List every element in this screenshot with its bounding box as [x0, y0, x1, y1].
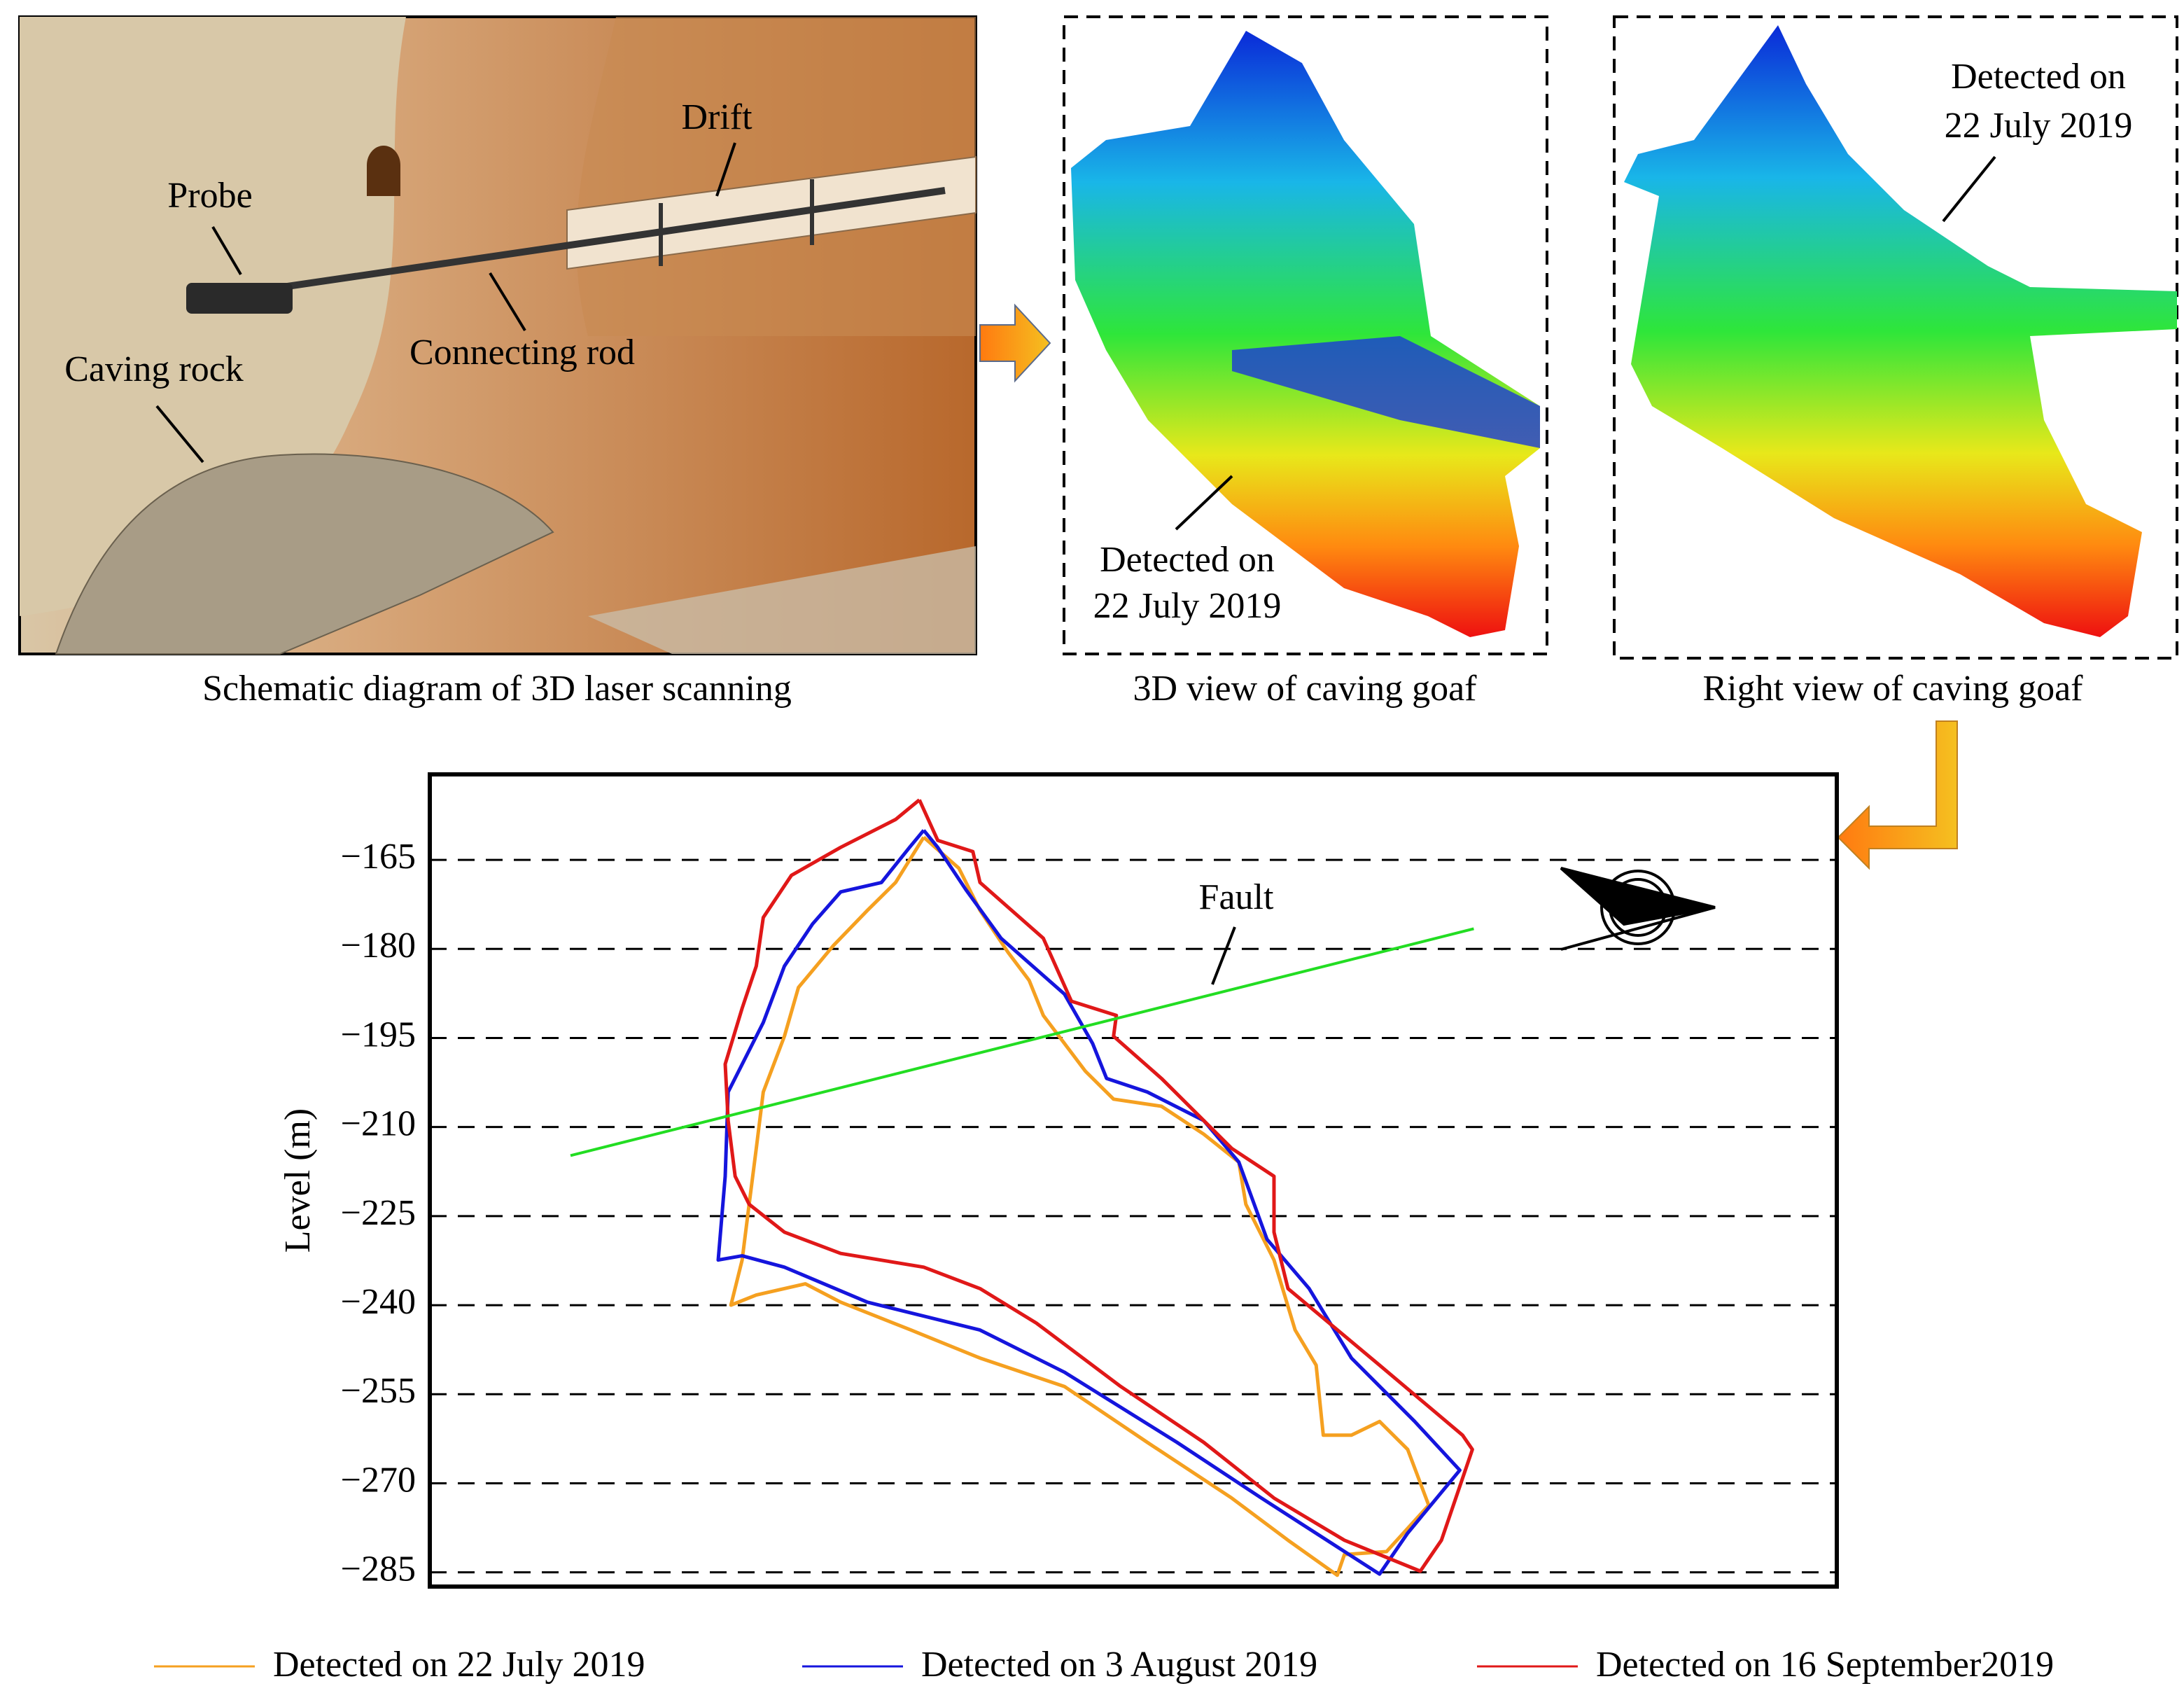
caption: Right view of caving goaf [1703, 669, 2084, 709]
chart: Level (m) −165 −180 −195 −210 −225 −240 −255 −27… [154, 772, 2054, 1685]
legend-label: Detected on 3 August 2019 [921, 1645, 1317, 1685]
point-cloud [1232, 336, 1540, 448]
rock-wall [576, 17, 976, 336]
legend-label: Detected on 16 September2019 [1596, 1645, 2054, 1685]
caving-rock [55, 453, 554, 655]
fault-label: Fault [1199, 877, 1274, 917]
pointer [1942, 155, 1996, 223]
point-cloud [1071, 31, 1540, 637]
legend-label: Detected on 22 July 2019 [273, 1645, 645, 1685]
y-tick-label: −165 [341, 837, 416, 877]
3d-view-panel: Detected on 22 July 2019 3D view of cavi… [1063, 15, 1548, 709]
y-tick-label: −270 [341, 1460, 416, 1500]
point-cloud [1624, 25, 2177, 637]
plot-frame [428, 772, 1839, 1589]
right-view-panel: Detected on 22 July 2019 Right view of c… [1613, 15, 2178, 709]
label: Caving rock [64, 349, 244, 389]
pointers [155, 142, 736, 464]
label: Connecting rod [410, 333, 635, 372]
series-line [716, 829, 1462, 1576]
arrow [979, 303, 1051, 383]
panel-frame [1613, 15, 2178, 660]
pointer [1211, 926, 1236, 985]
label: Detected on [1951, 57, 2126, 97]
label: Drift [681, 97, 752, 137]
y-tick-label: −225 [341, 1193, 416, 1233]
tunnel [367, 146, 400, 196]
arrow [1837, 720, 1958, 870]
schematic-panel: Probe Drift Connecting rod Caving rock S… [18, 15, 977, 709]
caption: Schematic diagram of 3D laser scanning [202, 669, 792, 709]
caption: 3D view of caving goaf [1133, 669, 1478, 709]
label: Detected on [1100, 540, 1275, 580]
probe [186, 283, 293, 314]
y-tick-label: −255 [341, 1371, 416, 1411]
connecting-rod [195, 187, 946, 303]
series-line [723, 798, 1474, 1573]
label: 22 July 2019 [1945, 106, 2133, 146]
floor [588, 546, 976, 654]
series-line [729, 835, 1431, 1577]
label: Probe [167, 176, 252, 216]
y-tick-label: −240 [341, 1282, 416, 1322]
y-tick-label: −285 [341, 1549, 416, 1589]
y-tick-label: −180 [341, 926, 416, 966]
y-axis-label: Level (m) [278, 1108, 318, 1253]
fault-line [570, 927, 1474, 1157]
pointer [1175, 475, 1233, 531]
y-tick-label: −195 [341, 1015, 416, 1054]
compass [1560, 867, 1716, 951]
y-tick-label: −210 [341, 1104, 416, 1144]
label: 22 July 2019 [1093, 586, 1282, 626]
